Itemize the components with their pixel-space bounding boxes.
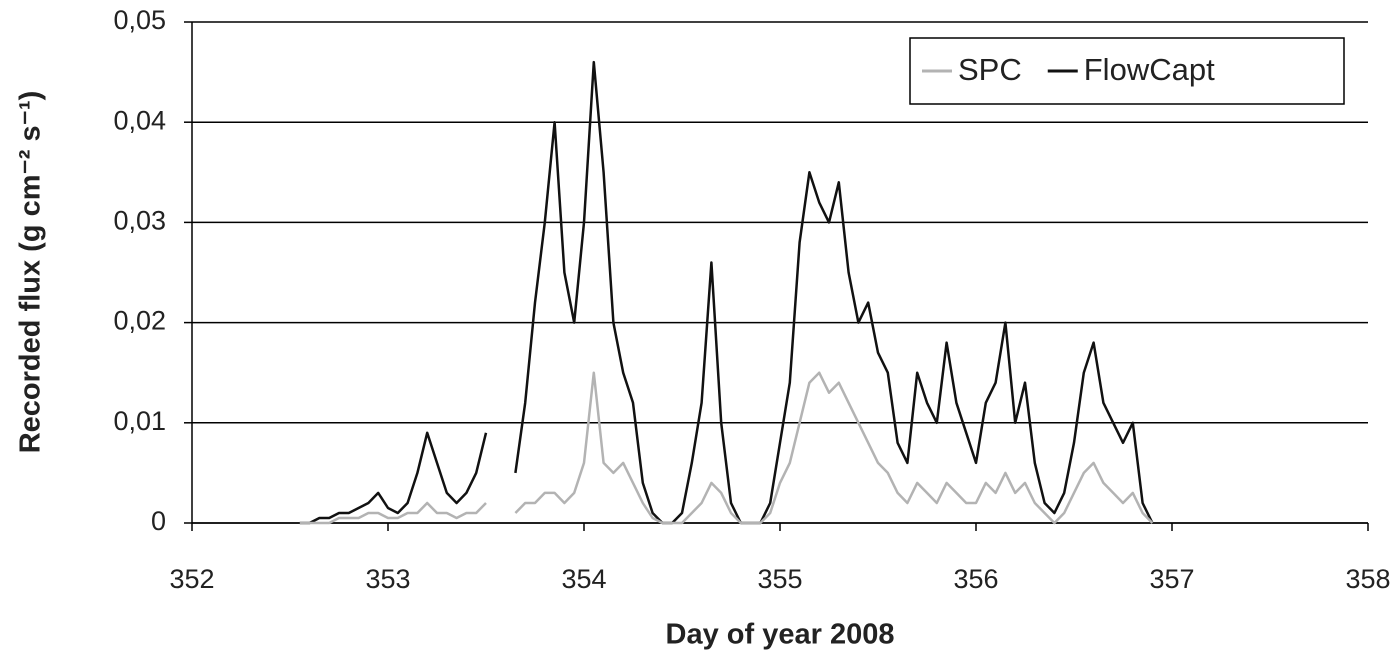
y-tick-label: 0,03 xyxy=(113,206,166,236)
x-tick-label: 356 xyxy=(953,564,998,594)
series-line xyxy=(514,60,1154,525)
legend-label: SPC xyxy=(958,52,1022,87)
legend: SPC FlowCapt xyxy=(909,37,1345,105)
y-axis-label: Recorded flux (g cm⁻² s⁻¹) xyxy=(15,91,47,454)
y-tick-label: 0,05 xyxy=(113,5,166,35)
series-line xyxy=(299,431,488,525)
y-tick-label: 0,01 xyxy=(113,406,166,436)
series-line xyxy=(514,371,1154,525)
x-tick-label: 358 xyxy=(1345,564,1390,594)
x-tick-label: 357 xyxy=(1149,564,1194,594)
y-tick-label: 0,02 xyxy=(113,306,166,336)
x-tick-label: 355 xyxy=(757,564,802,594)
y-tick-label: 0,04 xyxy=(113,105,166,135)
x-tick-label: 352 xyxy=(169,564,214,594)
x-axis-label: Day of year 2008 xyxy=(666,619,895,651)
legend-label: FlowCapt xyxy=(1084,52,1215,87)
y-tick-label: 0 xyxy=(151,506,166,536)
x-tick-label: 354 xyxy=(561,564,606,594)
series-line xyxy=(299,501,487,525)
legend-box xyxy=(909,37,1345,105)
x-tick-label: 353 xyxy=(365,564,410,594)
